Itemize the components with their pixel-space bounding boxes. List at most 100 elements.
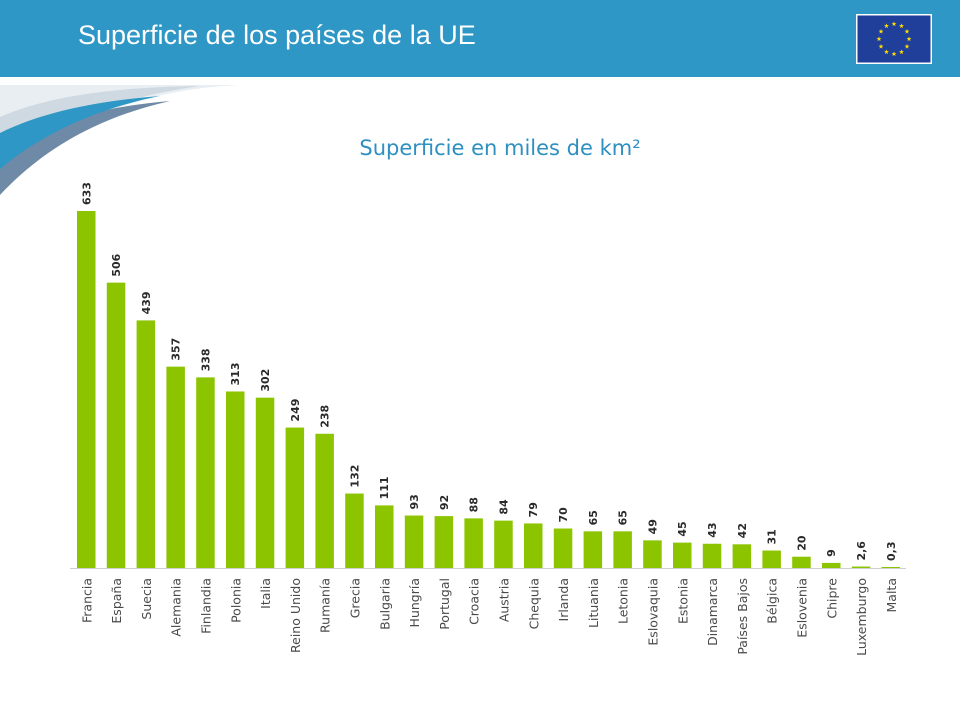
slide-title: Superficie de los países de la UE — [78, 20, 476, 50]
flag-star-icon — [899, 49, 904, 55]
category-label: Malta — [884, 578, 899, 612]
category-label: Irlanda — [556, 578, 571, 621]
bar — [285, 427, 305, 568]
category-label: Austria — [496, 578, 511, 622]
bar — [702, 543, 722, 568]
bar — [822, 562, 841, 568]
bar — [881, 567, 901, 568]
value-label: 43 — [706, 522, 719, 537]
value-label: 31 — [766, 529, 779, 544]
bar — [255, 397, 275, 568]
category-label: Eslovaquia — [645, 578, 660, 646]
category-label: Italia — [258, 578, 273, 609]
value-label: 20 — [795, 535, 808, 551]
value-label: 0,3 — [885, 542, 898, 562]
category-label: Letonia — [616, 578, 631, 624]
chart-title: Superficie en miles de km² — [359, 136, 641, 160]
value-label: 93 — [408, 494, 421, 509]
bar — [166, 366, 185, 568]
category-label: Eslovenia — [794, 578, 809, 638]
value-label: 111 — [378, 476, 391, 499]
category-label: Finlandia — [198, 578, 213, 634]
category-label: Bulgaria — [377, 578, 392, 630]
flag-star-icon — [906, 36, 912, 42]
bar — [77, 211, 96, 568]
value-label: 439 — [140, 291, 153, 314]
bar — [762, 550, 781, 568]
value-label: 2,6 — [855, 541, 868, 561]
slide-header: Superficie de los países de la UE — [0, 0, 960, 77]
bar — [136, 320, 156, 568]
bar — [226, 391, 245, 568]
bar — [345, 493, 364, 568]
bar — [792, 556, 811, 568]
category-label: Croacia — [467, 578, 482, 625]
value-label: 42 — [736, 523, 749, 538]
value-label: 65 — [617, 510, 630, 525]
category-label: Portugal — [437, 578, 452, 630]
category-label: España — [109, 578, 124, 624]
value-label: 238 — [319, 405, 332, 428]
bar — [643, 540, 662, 568]
bar — [375, 505, 394, 568]
category-label: Chipre — [824, 578, 839, 619]
bar — [196, 377, 215, 568]
flag-star-icon — [891, 21, 897, 27]
category-label: Grecia — [347, 578, 362, 618]
category-label: Francia — [79, 578, 94, 623]
eu-flag-icon — [856, 14, 932, 64]
value-label: 70 — [557, 507, 570, 523]
value-label: 338 — [199, 348, 212, 371]
value-label: 84 — [497, 499, 510, 515]
bar — [524, 523, 543, 568]
bar — [404, 515, 424, 568]
flag-star-icon — [884, 23, 889, 29]
value-label: 88 — [468, 497, 481, 512]
bar — [315, 433, 334, 568]
value-label: 249 — [289, 399, 302, 422]
category-label: Suecia — [139, 578, 154, 620]
decorative-swoosh — [0, 85, 240, 195]
category-label: Estonia — [675, 578, 690, 624]
bar — [673, 542, 692, 568]
flag-star-icon — [891, 51, 897, 57]
bar — [106, 282, 126, 568]
category-label: Rumanía — [318, 578, 333, 633]
flag-star-icon — [878, 28, 884, 34]
value-label: 633 — [80, 182, 93, 205]
value-label: 49 — [646, 519, 659, 534]
flag-star-icon — [876, 36, 882, 42]
value-label: 45 — [676, 521, 689, 536]
category-label: Hungría — [407, 578, 422, 627]
value-label: 313 — [229, 363, 242, 386]
category-label: Bélgica — [765, 578, 780, 624]
category-label: Alemania — [169, 578, 184, 637]
value-label: 79 — [527, 502, 540, 517]
bar — [851, 566, 871, 568]
category-label: Reino Unido — [288, 578, 303, 653]
bar — [732, 544, 752, 568]
category-label: Polonia — [228, 578, 243, 623]
value-label: 357 — [170, 338, 183, 361]
category-label: Chequia — [526, 578, 541, 629]
value-label: 302 — [259, 369, 272, 392]
bar — [583, 531, 603, 568]
bar — [494, 520, 513, 568]
bar — [553, 528, 573, 568]
flag-star-icon — [884, 49, 889, 55]
value-label: 132 — [348, 465, 361, 488]
bar — [434, 516, 454, 568]
flag-star-icon — [878, 43, 884, 49]
value-label: 506 — [110, 253, 123, 276]
flag-star-icon — [904, 28, 910, 34]
category-label: Lituania — [586, 578, 601, 628]
bar — [613, 531, 632, 568]
category-label: Países Bajos — [735, 578, 750, 655]
category-label: Luxemburgo — [854, 578, 869, 656]
bar — [464, 518, 483, 568]
flag-star-icon — [904, 43, 910, 49]
value-label: 9 — [825, 549, 838, 557]
value-label: 65 — [587, 510, 600, 525]
value-label: 92 — [438, 495, 451, 510]
